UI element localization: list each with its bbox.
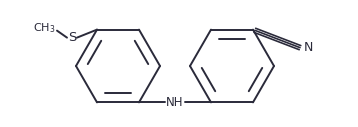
Text: N: N [303,41,313,54]
Text: NH: NH [166,96,184,109]
Text: S: S [68,31,76,44]
Text: CH$_3$: CH$_3$ [33,21,55,35]
